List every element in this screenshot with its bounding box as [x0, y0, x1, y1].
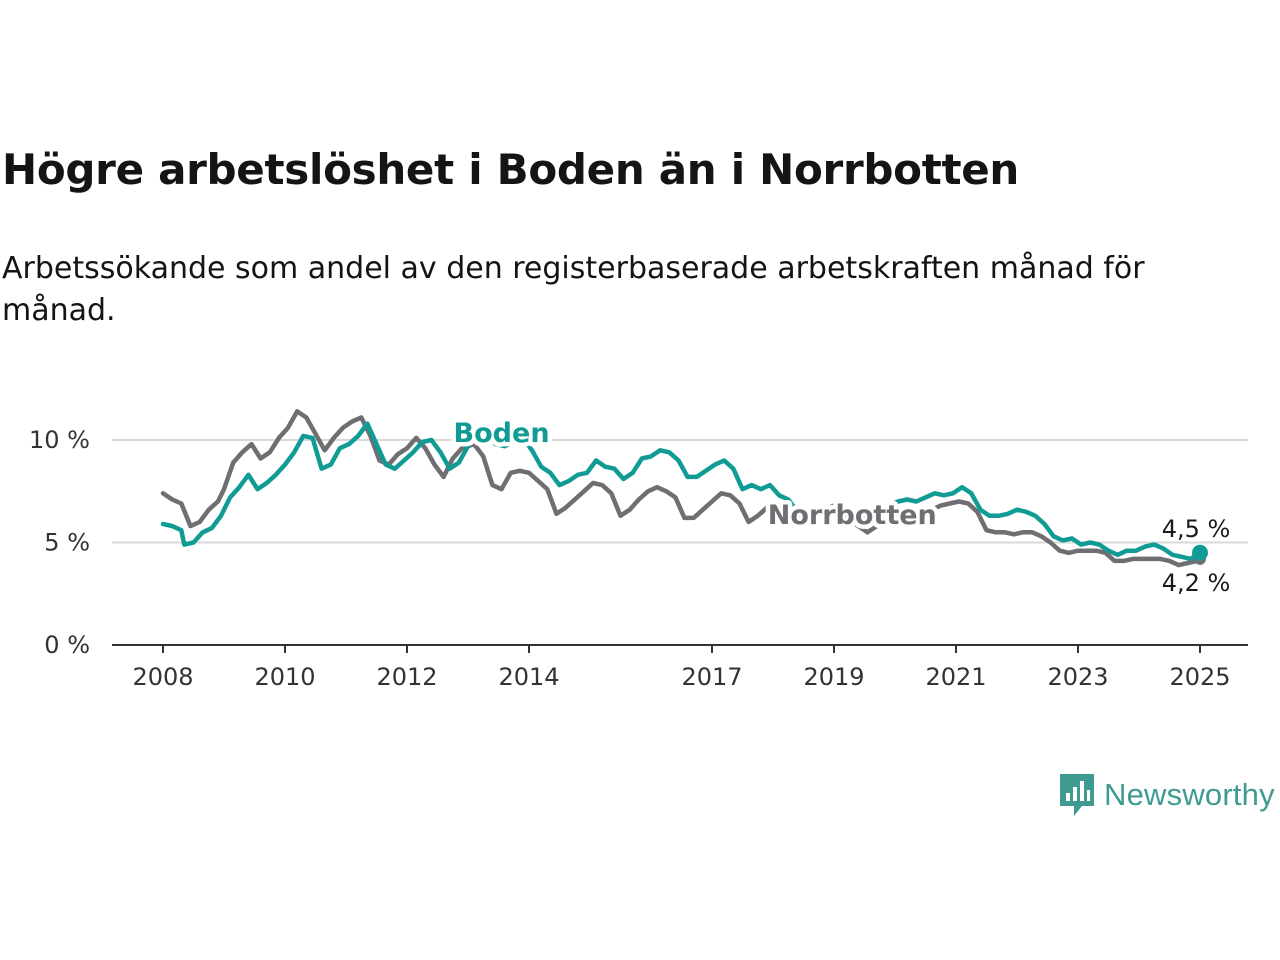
chart-subtitle: Arbetssökande som andel av den registerb… [2, 251, 1145, 328]
series-label-norrbotten: Norrbotten [768, 500, 937, 531]
series-line-boden [160, 421, 1203, 562]
x-tick-label-2014: 2014 [498, 663, 559, 691]
line-chart: 0 % 5 % 10 % 2008 2010 2012 2014 2017 2019 2021 20… [29, 409, 1248, 691]
x-tick-label-2010: 2010 [254, 663, 315, 691]
x-tick-label-2023: 2023 [1047, 663, 1108, 691]
y-tick-label-10: 10 % [29, 426, 90, 454]
x-tick-label-2025: 2025 [1169, 663, 1230, 691]
x-tick-label-2012: 2012 [376, 663, 437, 691]
x-tick-label-2021: 2021 [925, 663, 986, 691]
series-label-halo-boden: Boden [454, 418, 550, 449]
series-line-norrbotten [160, 409, 1203, 568]
x-tick-label-2017: 2017 [681, 663, 742, 691]
brand-logo: Newsworthy [1058, 772, 1275, 818]
x-tick-label-2019: 2019 [803, 663, 864, 691]
chart-title: Högre arbetslöshet i Boden än i Norrbott… [2, 145, 1020, 194]
end-point-boden [1192, 544, 1208, 561]
series-label-halo-norrbotten: Norrbotten [768, 500, 937, 531]
brand-name: Newsworthy [1104, 777, 1275, 812]
y-tick-label-0: 0 % [44, 631, 90, 659]
end-label-norrbotten: 4,2 % [1162, 569, 1231, 597]
y-tick-label-5: 5 % [44, 529, 90, 557]
end-label-boden: 4,5 % [1162, 515, 1231, 543]
newsworthy-logo-icon [1060, 774, 1094, 816]
series-label-boden: Boden [454, 418, 550, 449]
x-tick-label-2008: 2008 [132, 663, 193, 691]
